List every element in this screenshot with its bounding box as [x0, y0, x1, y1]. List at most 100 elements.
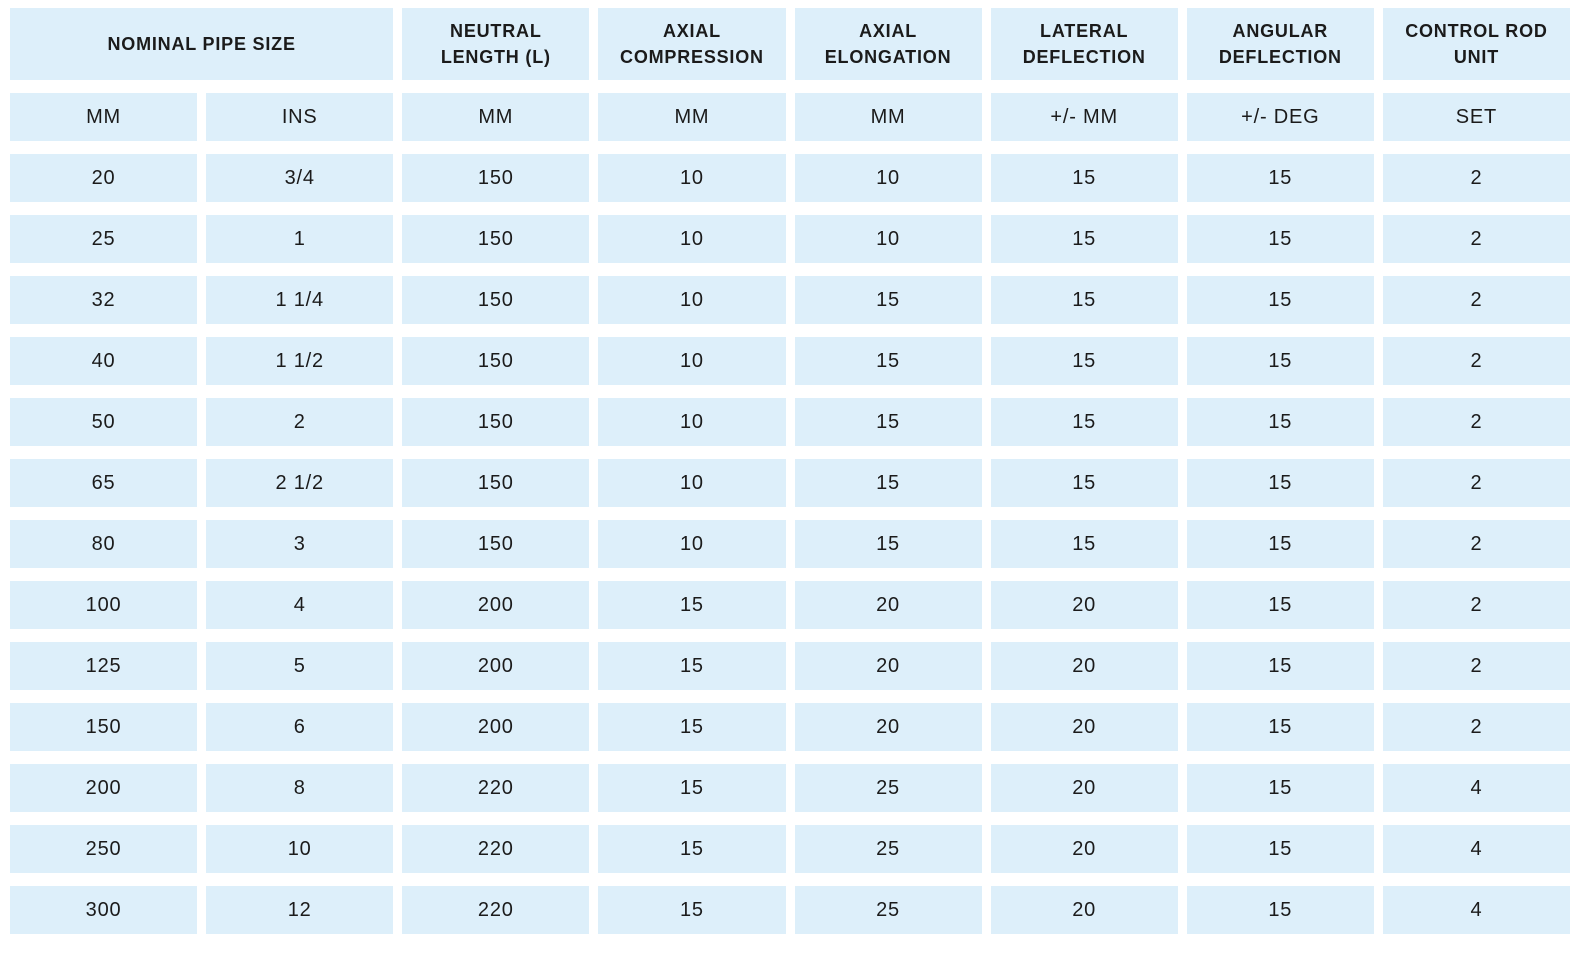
column-header: CONTROL ROD UNIT: [1382, 8, 1570, 80]
data-cell: 15: [990, 215, 1178, 263]
data-cell: 10: [794, 154, 982, 202]
data-cell: 300: [10, 886, 198, 934]
data-cell: 15: [1186, 703, 1374, 751]
data-cell: 80: [10, 520, 198, 568]
data-cell: 1 1/4: [206, 276, 394, 324]
data-cell: 32: [10, 276, 198, 324]
data-cell: 150: [402, 398, 590, 446]
data-cell: 15: [1186, 398, 1374, 446]
column-header: AXIAL COMPRESSION: [598, 8, 786, 80]
data-cell: 150: [10, 703, 198, 751]
data-cell: 10: [598, 215, 786, 263]
data-cell: 5: [206, 642, 394, 690]
data-cell: 10: [598, 520, 786, 568]
column-header: NOMINAL PIPE SIZE: [10, 8, 394, 80]
data-cell: 15: [598, 825, 786, 873]
column-header: LATERAL DEFLECTION: [990, 8, 1178, 80]
data-cell: 2 1/2: [206, 459, 394, 507]
data-cell: 40: [10, 337, 198, 385]
data-cell: 15: [1186, 642, 1374, 690]
data-cell: 150: [402, 215, 590, 263]
data-cell: 25: [794, 764, 982, 812]
data-cell: 1: [206, 215, 394, 263]
data-cell: 2: [1382, 642, 1570, 690]
data-cell: 15: [1186, 886, 1374, 934]
data-cell: 15: [1186, 154, 1374, 202]
unit-cell: MM: [794, 93, 982, 141]
unit-cell: INS: [206, 93, 394, 141]
data-cell: 2: [1382, 703, 1570, 751]
data-cell: 15: [794, 398, 982, 446]
unit-cell: +/- DEG: [1186, 93, 1374, 141]
data-cell: 150: [402, 520, 590, 568]
data-cell: 15: [794, 520, 982, 568]
data-cell: 12: [206, 886, 394, 934]
unit-cell: MM: [598, 93, 786, 141]
unit-cell: +/- MM: [990, 93, 1178, 141]
data-cell: 10: [598, 398, 786, 446]
data-cell: 200: [402, 703, 590, 751]
data-cell: 15: [598, 581, 786, 629]
data-cell: 20: [990, 581, 1178, 629]
data-cell: 150: [402, 459, 590, 507]
data-cell: 15: [1186, 581, 1374, 629]
data-cell: 20: [794, 642, 982, 690]
data-cell: 3: [206, 520, 394, 568]
data-cell: 15: [598, 764, 786, 812]
data-cell: 20: [794, 581, 982, 629]
data-cell: 25: [10, 215, 198, 263]
data-cell: 1 1/2: [206, 337, 394, 385]
data-cell: 15: [598, 886, 786, 934]
data-cell: 20: [990, 764, 1178, 812]
data-cell: 150: [402, 154, 590, 202]
data-cell: 200: [10, 764, 198, 812]
data-cell: 15: [598, 703, 786, 751]
column-header: NEUTRAL LENGTH (L): [402, 8, 590, 80]
data-cell: 50: [10, 398, 198, 446]
data-cell: 15: [794, 459, 982, 507]
data-cell: 2: [1382, 581, 1570, 629]
data-cell: 220: [402, 764, 590, 812]
data-cell: 25: [794, 886, 982, 934]
data-cell: 100: [10, 581, 198, 629]
data-cell: 10: [598, 276, 786, 324]
data-cell: 250: [10, 825, 198, 873]
data-cell: 15: [1186, 764, 1374, 812]
data-cell: 2: [1382, 459, 1570, 507]
data-cell: 15: [990, 276, 1178, 324]
data-cell: 2: [1382, 337, 1570, 385]
data-cell: 150: [402, 337, 590, 385]
data-cell: 15: [794, 276, 982, 324]
data-cell: 15: [794, 337, 982, 385]
data-cell: 15: [990, 398, 1178, 446]
data-cell: 65: [10, 459, 198, 507]
data-cell: 15: [990, 459, 1178, 507]
data-cell: 15: [1186, 520, 1374, 568]
data-cell: 6: [206, 703, 394, 751]
data-cell: 10: [598, 337, 786, 385]
data-cell: 15: [990, 154, 1178, 202]
data-cell: 25: [794, 825, 982, 873]
data-cell: 15: [1186, 276, 1374, 324]
column-header: AXIAL ELONGATION: [794, 8, 982, 80]
data-cell: 10: [206, 825, 394, 873]
data-cell: 20: [990, 642, 1178, 690]
data-cell: 220: [402, 825, 590, 873]
data-cell: 20: [990, 825, 1178, 873]
data-cell: 10: [794, 215, 982, 263]
data-cell: 125: [10, 642, 198, 690]
data-cell: 2: [1382, 276, 1570, 324]
data-cell: 2: [1382, 215, 1570, 263]
data-cell: 15: [1186, 337, 1374, 385]
data-cell: 10: [598, 459, 786, 507]
data-cell: 150: [402, 276, 590, 324]
data-cell: 20: [10, 154, 198, 202]
data-cell: 10: [598, 154, 786, 202]
column-header: ANGULAR DEFLECTION: [1186, 8, 1374, 80]
data-cell: 220: [402, 886, 590, 934]
data-cell: 20: [990, 703, 1178, 751]
data-cell: 2: [206, 398, 394, 446]
data-cell: 15: [990, 337, 1178, 385]
